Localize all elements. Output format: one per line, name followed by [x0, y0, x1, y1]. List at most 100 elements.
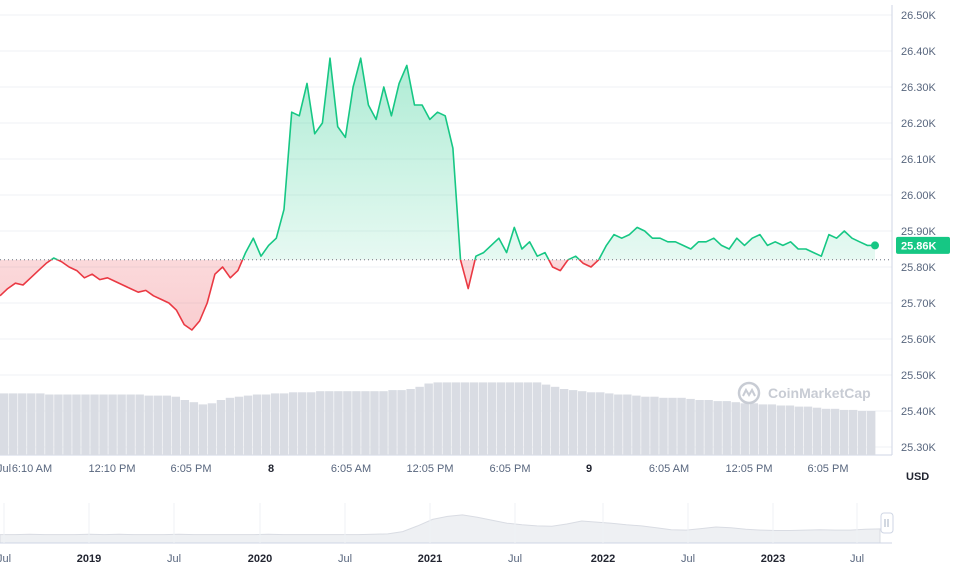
x-tick-label: 6:05 PM: [171, 463, 212, 475]
navigator-tick-label: Jul: [681, 553, 695, 565]
volume-bar: [568, 390, 578, 455]
volume-bar: [758, 404, 768, 455]
y-tick-label: 25.30K: [901, 442, 937, 454]
volume-bar: [794, 406, 804, 455]
price-area-down: [0, 259, 875, 330]
volume-bar: [216, 400, 226, 455]
volume-bar: [839, 409, 849, 455]
x-tick-label: 6:05 PM: [808, 463, 849, 475]
y-tick-label: 25.80K: [901, 262, 937, 274]
volume-bar: [776, 405, 786, 455]
navigator-tick-label: Jul: [508, 553, 522, 565]
volume-bar: [225, 397, 235, 455]
navigator-tick-label: 2023: [761, 553, 785, 565]
volume-bar: [9, 393, 18, 455]
y-tick-label: 25.70K: [901, 298, 937, 310]
navigator-handle-box[interactable]: [880, 512, 894, 534]
volume-bar: [370, 391, 379, 455]
volume-bar: [641, 396, 650, 455]
volume-bar: [415, 386, 424, 455]
volume-bar: [532, 382, 542, 455]
y-axis: 26.50K 26.40K 26.30K 26.20K 26.10K 26.00K 25.9…: [901, 10, 937, 454]
volume-bar: [433, 382, 442, 455]
volume-bar: [180, 400, 190, 455]
x-tick-label: Jul: [0, 463, 11, 475]
y-tick-label: 26.00K: [901, 190, 937, 202]
navigator-axis: Jul 2019 Jul 2020 Jul 2021 Jul 2022 Jul 2023 Jul: [0, 503, 864, 565]
watermark-label: CoinMarketCap: [768, 385, 871, 401]
volume-bar: [343, 391, 352, 455]
volume-bar: [785, 405, 795, 455]
navigator-history-area: [0, 514, 881, 544]
volume-bar: [379, 391, 388, 455]
volume-bar: [18, 393, 27, 455]
y-tick-label: 26.10K: [901, 154, 937, 166]
volume-bar: [361, 391, 370, 455]
volume-bar: [460, 382, 470, 455]
volume-bar: [650, 396, 659, 455]
currency-label: USD: [906, 471, 929, 483]
volume-bar: [126, 394, 135, 455]
volume-bar: [596, 392, 605, 455]
x-tick-label: 6:05 AM: [331, 463, 371, 475]
volume-bar: [0, 393, 9, 455]
volume-bar: [243, 395, 253, 455]
volume-bar: [189, 402, 199, 455]
volume-bar: [668, 397, 677, 455]
navigator-tick-label: 2021: [418, 553, 442, 565]
volume-bar: [270, 393, 280, 455]
volume-bars: [0, 382, 876, 455]
volume-bar: [848, 409, 858, 455]
current-price-marker: 25.86K: [871, 236, 950, 254]
volume-bar: [812, 407, 822, 455]
volume-bar: [406, 389, 415, 455]
volume-bar: [821, 408, 831, 455]
volume-bar: [298, 392, 307, 455]
volume-bar: [99, 394, 108, 455]
volume-bar: [577, 391, 587, 455]
navigator-tick-label: Jul: [850, 553, 864, 565]
x-tick-label: 6:10 AM: [12, 463, 52, 475]
current-price-label: 25.86K: [901, 240, 937, 252]
volume-bar: [469, 382, 479, 455]
volume-bar: [713, 401, 722, 455]
volume-bar: [27, 393, 36, 455]
y-tick-label: 25.50K: [901, 370, 937, 382]
y-tick-label: 26.30K: [901, 82, 937, 94]
volume-bar: [541, 384, 551, 455]
volume-bar: [523, 382, 533, 455]
volume-bar: [451, 382, 460, 455]
volume-bar: [54, 394, 63, 455]
x-tick-label: 6:05 PM: [490, 463, 531, 475]
price-line-up: [49, 57, 875, 260]
volume-bar: [45, 394, 54, 455]
y-tick-label: 26.20K: [901, 118, 937, 130]
volume-bar: [623, 394, 632, 455]
volume-bar: [90, 394, 99, 455]
price-line: [0, 57, 892, 331]
x-tick-label: 12:05 PM: [725, 463, 772, 475]
volume-bar: [704, 400, 713, 455]
y-tick-label: 26.50K: [901, 10, 937, 22]
current-price-badge: [896, 236, 950, 254]
volume-bar: [866, 411, 876, 455]
volume-bar: [686, 398, 695, 455]
volume-bar: [767, 404, 777, 455]
volume-bar: [252, 394, 262, 455]
price-area: [0, 58, 875, 330]
coinmarketcap-logo-wave: [742, 387, 756, 397]
navigator-tick-label: Jul: [167, 553, 181, 565]
volume-bar: [857, 411, 867, 455]
volume-bar: [614, 394, 623, 455]
volume-bar: [63, 394, 72, 455]
navigator-handle[interactable]: [880, 512, 894, 534]
volume-bar: [559, 389, 569, 455]
navigator-tick-label: 2022: [591, 553, 615, 565]
volume-bar: [397, 390, 406, 455]
volume-bar: [632, 395, 641, 455]
range-navigator[interactable]: [0, 503, 894, 544]
volume-bar: [587, 392, 596, 455]
volume-bar: [36, 393, 45, 455]
volume-bar: [749, 403, 758, 455]
